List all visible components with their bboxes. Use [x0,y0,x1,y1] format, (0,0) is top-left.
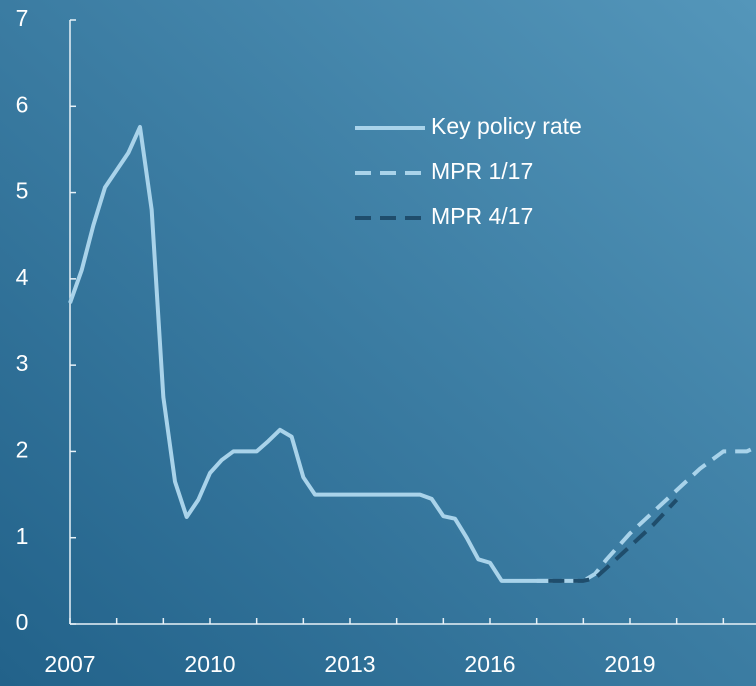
y-tick-label: 3 [16,350,29,376]
y-tick-label: 5 [16,178,29,204]
y-tick-label: 2 [16,437,29,463]
legend-label: MPR 1/17 [431,158,533,184]
y-tick-label: 0 [16,609,29,635]
y-tick-label: 4 [16,264,29,290]
x-tick-label: 2016 [464,651,515,677]
y-tick-label: 7 [16,5,29,31]
series-line [68,124,549,583]
x-tick-label: 2013 [324,651,375,677]
x-tick-label: 2007 [44,651,95,677]
y-tick-label: 6 [16,91,29,117]
x-tick-label: 2019 [604,651,655,677]
legend-label: MPR 4/17 [431,203,533,229]
y-tick-label: 1 [16,523,29,549]
series-line [536,445,756,583]
series-line [548,498,679,583]
x-tick-label: 2010 [184,651,235,677]
legend-label: Key policy rate [431,113,582,139]
